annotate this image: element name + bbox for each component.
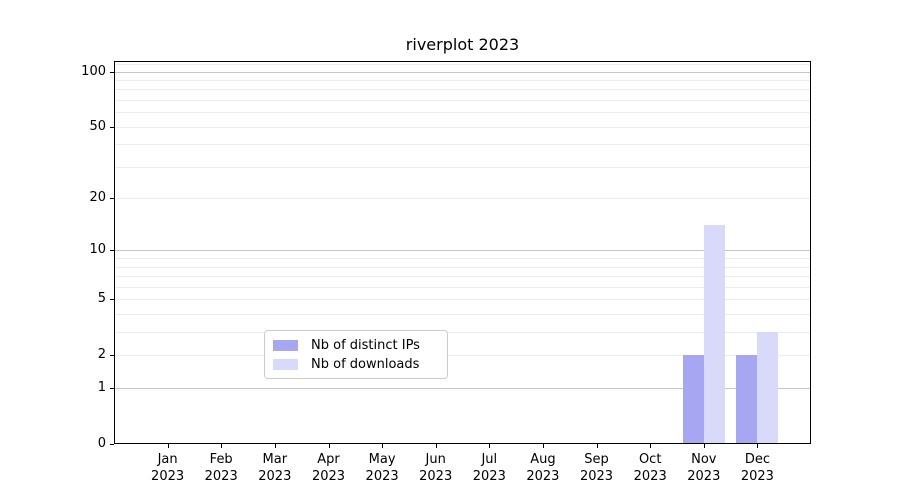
- x-tick-label-line: 2023: [472, 469, 506, 484]
- x-tick-label-line: 2023: [258, 469, 292, 484]
- gridline-minor: [114, 79, 811, 81]
- x-tick-mark: [221, 444, 223, 448]
- x-tick-mark: [757, 444, 759, 448]
- legend: Nb of distinct IPs Nb of downloads: [264, 330, 448, 379]
- x-tick-label: Jan 2023: [141, 451, 195, 485]
- x-tick-label-line: Nov: [691, 452, 717, 467]
- y-tick-label: 1: [97, 380, 106, 396]
- x-tick-mark: [328, 444, 330, 448]
- x-tick-mark: [167, 444, 169, 448]
- y-tick-mark: [110, 355, 114, 357]
- y-tick-mark: [110, 388, 114, 390]
- x-tick-label-line: 2023: [419, 469, 453, 484]
- x-tick-label: May 2023: [355, 451, 409, 485]
- x-tick-mark: [703, 444, 705, 448]
- gridline-minor: [114, 299, 811, 301]
- x-tick-label-line: Aug: [530, 452, 556, 467]
- y-tick-label: 10: [89, 242, 106, 258]
- x-tick-label-line: 2023: [204, 469, 238, 484]
- gridline-minor: [114, 332, 811, 334]
- legend-row: Nb of distinct IPs: [273, 336, 447, 355]
- y-tick-label: 50: [89, 118, 106, 134]
- x-tick-label-line: 2023: [526, 469, 560, 484]
- x-tick-label-line: Apr: [317, 452, 340, 467]
- gridline-minor: [114, 144, 811, 146]
- y-tick-label: 20: [89, 190, 106, 206]
- y-tick-mark: [110, 250, 114, 252]
- x-tick-label: Apr 2023: [302, 451, 356, 485]
- x-tick-label: Aug 2023: [516, 451, 570, 485]
- gridline-minor: [114, 89, 811, 91]
- y-tick-mark: [110, 71, 114, 73]
- legend-label: Nb of distinct IPs: [311, 337, 420, 353]
- chart-title: riverplot 2023: [405, 35, 520, 54]
- x-tick-label: Mar 2023: [248, 451, 302, 485]
- legend-swatch: [273, 340, 298, 351]
- x-tick-label-line: 2023: [579, 469, 614, 484]
- x-tick-mark: [435, 444, 437, 448]
- legend-swatch: [273, 359, 298, 370]
- x-tick-label-line: Jun: [425, 452, 446, 467]
- gridline-major: [114, 388, 811, 390]
- y-tick-mark: [110, 444, 114, 445]
- x-tick-label-line: Feb: [209, 452, 233, 467]
- x-tick-label: Jul 2023: [462, 451, 516, 485]
- y-tick-mark: [110, 299, 114, 301]
- gridline-minor: [114, 266, 811, 268]
- gridline-minor: [114, 198, 811, 200]
- gridline-minor: [114, 63, 811, 65]
- gridline-minor: [114, 286, 811, 288]
- bar-nb-of-distinct-ips-dec-2023: [736, 355, 758, 444]
- gridline-minor: [114, 276, 811, 278]
- x-tick-label: Feb 2023: [194, 451, 248, 485]
- x-tick-label-line: 2023: [687, 469, 721, 484]
- bar-nb-of-distinct-ips-nov-2023: [682, 355, 704, 444]
- y-tick-label: 100: [81, 63, 106, 79]
- x-tick-label: Oct 2023: [623, 451, 677, 485]
- x-tick-label: Jun 2023: [409, 451, 463, 485]
- gridline-minor: [114, 126, 811, 128]
- x-tick-label-line: May: [368, 452, 396, 467]
- x-tick-label-line: 2023: [151, 469, 185, 484]
- x-tick-label-line: Mar: [262, 452, 288, 467]
- gridline-minor: [114, 258, 811, 260]
- gridline-minor: [114, 112, 811, 114]
- x-tick-label: Dec 2023: [730, 451, 784, 485]
- legend-label: Nb of downloads: [311, 356, 420, 372]
- gridline-minor: [114, 314, 811, 316]
- x-tick-label-line: Jan: [157, 452, 178, 467]
- x-tick-mark: [596, 444, 598, 448]
- x-tick-mark: [542, 444, 544, 448]
- gridline-minor: [114, 355, 811, 357]
- gridline-major: [114, 250, 811, 252]
- x-tick-label: Sep 2023: [570, 451, 624, 485]
- x-tick-label: Nov 2023: [677, 451, 731, 485]
- x-tick-mark: [274, 444, 276, 448]
- x-tick-mark: [489, 444, 491, 448]
- x-tick-label-line: Sep: [584, 452, 609, 467]
- x-tick-label-line: Jul: [481, 452, 498, 467]
- y-tick-label: 5: [97, 291, 106, 307]
- x-tick-label-line: 2023: [740, 469, 774, 484]
- gridline-minor: [114, 99, 811, 101]
- x-tick-label-line: Oct: [638, 452, 662, 467]
- gridline-major: [114, 71, 811, 73]
- x-tick-mark: [382, 444, 384, 448]
- x-tick-label-line: 2023: [633, 469, 667, 484]
- y-tick-label: 0: [97, 436, 106, 451]
- y-tick-mark: [110, 198, 114, 200]
- plot-area: 0 1 2 5 10 20 50 100 Jan 2023 Feb 2023 Mar 2023 Apr 202…: [81, 61, 811, 484]
- x-tick-mark: [650, 444, 652, 448]
- x-tick-label-line: 2023: [365, 469, 399, 484]
- y-tick-mark: [110, 126, 114, 128]
- bar-nb-of-downloads-nov-2023: [703, 225, 725, 444]
- gridline-minor: [114, 166, 811, 168]
- x-tick-label-line: 2023: [311, 469, 346, 484]
- bar-nb-of-downloads-dec-2023: [757, 332, 779, 444]
- y-tick-label: 2: [97, 347, 106, 363]
- legend-row: Nb of downloads: [273, 355, 447, 374]
- x-tick-label-line: Dec: [744, 452, 770, 467]
